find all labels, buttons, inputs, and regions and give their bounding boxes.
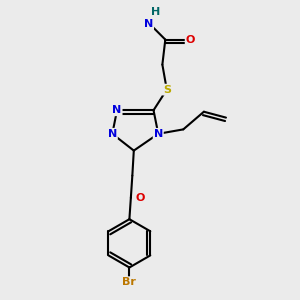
Text: O: O xyxy=(135,193,144,203)
Text: N: N xyxy=(112,105,122,115)
Text: N: N xyxy=(144,19,153,29)
Text: N: N xyxy=(108,129,117,139)
Text: O: O xyxy=(186,34,195,45)
Text: N: N xyxy=(154,129,163,139)
Text: S: S xyxy=(163,85,171,94)
Text: Br: Br xyxy=(122,277,136,287)
Text: H: H xyxy=(151,8,160,17)
